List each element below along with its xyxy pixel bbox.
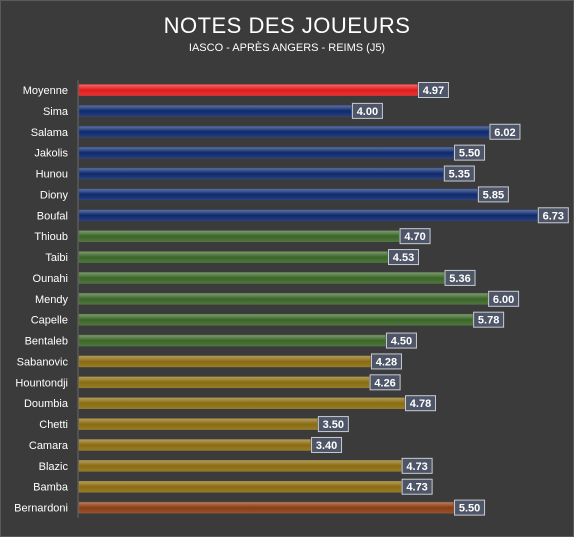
data-label: 4.28 bbox=[376, 356, 397, 368]
data-label-box bbox=[488, 290, 520, 307]
data-label-box bbox=[454, 499, 486, 516]
category-label: Moyenne bbox=[23, 85, 68, 97]
data-label: 6.73 bbox=[543, 210, 564, 222]
category-label: Doumbia bbox=[24, 398, 69, 410]
data-label-box bbox=[417, 82, 449, 98]
data-label-box bbox=[387, 249, 419, 266]
data-label: 4.73 bbox=[406, 482, 427, 494]
data-label: 4.73 bbox=[406, 461, 427, 473]
bar bbox=[78, 397, 405, 409]
bar bbox=[78, 84, 418, 96]
data-label-box bbox=[369, 374, 401, 391]
data-label: 5.85 bbox=[483, 189, 504, 201]
category-label: Blazic bbox=[39, 461, 69, 473]
data-label: 5.35 bbox=[449, 169, 470, 181]
bar bbox=[78, 251, 388, 263]
data-label-box bbox=[401, 457, 433, 474]
category-label: Bamba bbox=[33, 482, 69, 494]
bar bbox=[78, 376, 370, 389]
bar bbox=[78, 355, 371, 368]
bar bbox=[78, 418, 318, 430]
bar bbox=[78, 167, 444, 180]
data-label-box bbox=[370, 353, 402, 370]
data-label: 4.53 bbox=[393, 252, 414, 264]
data-label-box bbox=[443, 165, 475, 182]
data-label-box bbox=[537, 207, 569, 224]
category-label: Jakolis bbox=[34, 148, 68, 160]
category-label: Diony bbox=[40, 189, 69, 201]
category-label: Bernardoni bbox=[14, 503, 68, 515]
data-label-box bbox=[351, 102, 383, 119]
bar bbox=[78, 105, 352, 117]
chart-title: NOTES DES JOUEURS bbox=[163, 13, 411, 38]
data-label: 4.70 bbox=[404, 231, 425, 243]
category-label: Ounahi bbox=[33, 273, 68, 285]
category-label: Hountondji bbox=[15, 377, 68, 389]
data-label: 4.78 bbox=[410, 398, 431, 410]
data-label-box bbox=[311, 436, 343, 453]
data-label: 3.40 bbox=[316, 440, 337, 452]
data-label-box bbox=[489, 123, 521, 140]
category-label: Camara bbox=[29, 440, 69, 452]
bar bbox=[78, 230, 400, 242]
data-label: 5.78 bbox=[478, 315, 499, 327]
data-label: 3.50 bbox=[323, 419, 344, 431]
data-label: 4.00 bbox=[357, 106, 378, 118]
data-label: 4.97 bbox=[423, 85, 444, 97]
data-label: 5.50 bbox=[459, 503, 480, 515]
category-label: Sima bbox=[43, 106, 69, 118]
chart-subtitle: IASCO - APRÈS ANGERS - REIMS (J5) bbox=[188, 42, 386, 54]
data-label-box bbox=[385, 332, 417, 349]
data-label-box bbox=[399, 228, 431, 245]
bar bbox=[78, 460, 402, 472]
bar bbox=[78, 188, 478, 201]
data-label-box bbox=[317, 416, 349, 433]
category-label: Boufal bbox=[37, 210, 68, 222]
category-label: Sabanovic bbox=[17, 356, 69, 368]
data-label: 5.50 bbox=[459, 148, 480, 160]
category-label: Capelle bbox=[31, 315, 68, 327]
data-label: 4.26 bbox=[374, 377, 395, 389]
category-label: Taibi bbox=[45, 252, 68, 264]
bar bbox=[78, 126, 490, 138]
data-label: 6.00 bbox=[493, 294, 514, 306]
bar bbox=[78, 272, 445, 284]
data-label-box bbox=[401, 478, 433, 495]
category-label: Bentaleb bbox=[25, 336, 68, 348]
data-label: 6.02 bbox=[494, 127, 515, 139]
category-label: Salama bbox=[31, 127, 69, 139]
bar bbox=[78, 439, 311, 451]
bar bbox=[78, 334, 386, 347]
bar bbox=[78, 501, 454, 514]
category-label: Hunou bbox=[36, 169, 68, 181]
data-label: 4.50 bbox=[391, 336, 412, 348]
data-label-box bbox=[454, 144, 486, 161]
data-label-box bbox=[444, 269, 476, 286]
data-label: 5.36 bbox=[449, 273, 470, 285]
bar bbox=[78, 209, 538, 222]
category-label: Mendy bbox=[35, 294, 69, 306]
data-label-box bbox=[477, 186, 509, 203]
bar bbox=[78, 293, 488, 305]
bar bbox=[78, 313, 473, 326]
bar bbox=[78, 146, 454, 159]
bar bbox=[78, 480, 402, 493]
category-label: Chetti bbox=[39, 419, 68, 431]
data-label-box bbox=[405, 395, 437, 412]
category-label: Thioub bbox=[34, 231, 68, 243]
data-label-box bbox=[473, 311, 505, 328]
